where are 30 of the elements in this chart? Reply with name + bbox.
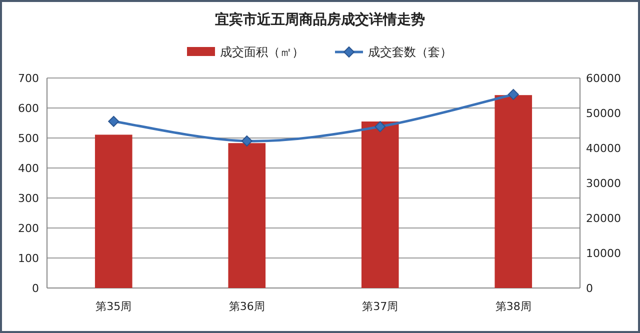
y-tick-label: 100	[18, 252, 39, 265]
chart-title: 宜宾市近五周商品房成交详情走势	[215, 11, 425, 28]
y-tick-label: 700	[18, 72, 39, 85]
bar	[94, 134, 132, 288]
bar	[228, 143, 266, 288]
bar	[361, 122, 399, 288]
y-tick-label: 300	[18, 192, 39, 205]
point	[374, 121, 386, 132]
x-tick-label: 第37周	[362, 300, 398, 313]
y-tick-label: 0	[32, 282, 39, 295]
x-tick-label: 第35周	[96, 300, 132, 313]
legend-label: 成交套数（套）	[368, 45, 452, 59]
y-tick-label: 200	[18, 222, 39, 235]
y2-tick-label: 60000	[586, 72, 621, 85]
bar	[494, 95, 532, 288]
y2-tick-label: 50000	[586, 107, 621, 120]
y-tick-label: 400	[18, 162, 39, 175]
x-tick-label: 第36周	[228, 300, 265, 313]
point	[508, 88, 519, 100]
y2-tick-label: 30000	[586, 177, 621, 190]
y2-tick-label: 20000	[586, 212, 621, 225]
legend-label: 成交面积（㎡）	[220, 45, 304, 59]
x-tick-label: 第38周	[495, 300, 532, 313]
y-tick-label: 500	[18, 132, 39, 145]
y2-tick-label: 0	[586, 282, 593, 295]
y-tick-label: 600	[18, 102, 39, 115]
y2-tick-label: 10000	[586, 247, 621, 260]
point	[108, 116, 120, 127]
y2-tick-label: 40000	[586, 142, 621, 155]
point	[241, 136, 252, 146]
